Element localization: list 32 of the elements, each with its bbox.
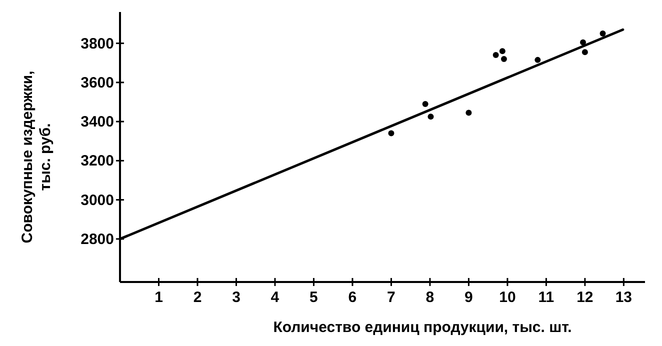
x-tick-label: 1	[154, 289, 163, 306]
x-tick-label: 11	[538, 289, 554, 306]
point	[582, 49, 588, 56]
point	[600, 30, 606, 37]
x-tick-label: 2	[193, 289, 202, 306]
point	[466, 110, 472, 116]
y-tick-label: 3400	[80, 114, 114, 131]
x-tick-label: 8	[426, 289, 434, 306]
y-tick-label: 3800	[80, 35, 114, 52]
x-tick-label: 7	[387, 289, 396, 306]
x-tick-label: 9	[464, 289, 473, 306]
point	[428, 114, 434, 120]
point	[492, 52, 499, 58]
x-tick-label: 4	[270, 289, 280, 306]
point	[388, 130, 394, 136]
x-tick-label: 10	[499, 289, 516, 306]
point	[580, 39, 586, 46]
y-axis-title: Совокупные издержки, тыс. руб.	[19, 70, 54, 244]
y-tick-label: 3000	[80, 192, 114, 209]
y-tick-label: 3200	[80, 152, 114, 170]
x-tick-label: 6	[348, 289, 357, 306]
point	[422, 100, 428, 107]
x-tick-label: 5	[310, 289, 318, 306]
point	[500, 56, 507, 62]
x-tick-label: 12	[576, 289, 594, 306]
y-tick-label: 2800	[80, 230, 114, 248]
point	[534, 56, 541, 63]
y-tick-label: 3600	[80, 74, 114, 92]
x-axis-title: Количество единиц продукции, тыс. шт.	[273, 319, 572, 336]
x-tick-label: 3	[232, 289, 240, 306]
point	[499, 48, 506, 54]
x-tick-label: 13	[615, 289, 632, 306]
